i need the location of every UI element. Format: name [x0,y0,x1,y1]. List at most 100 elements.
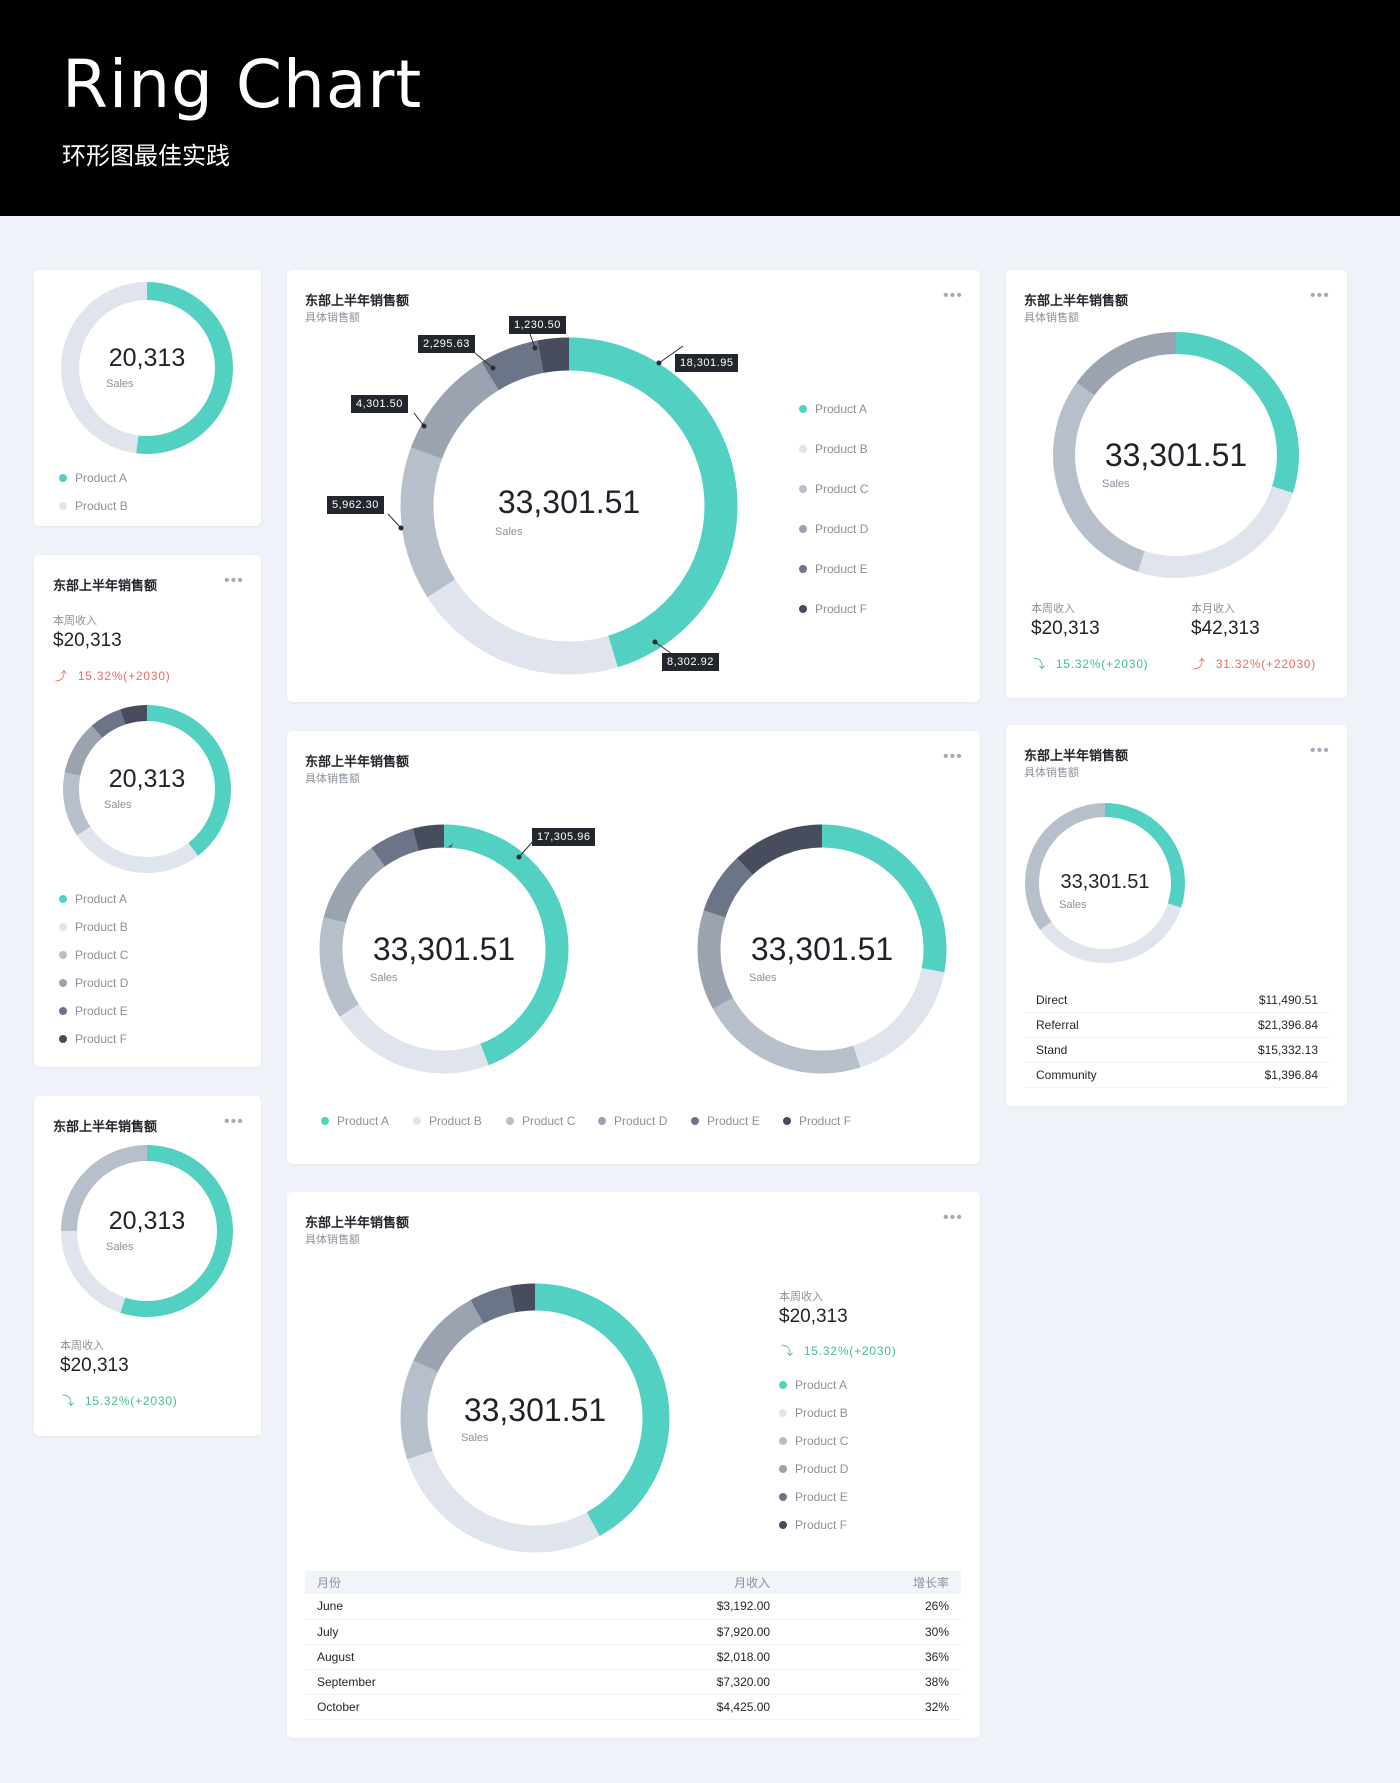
ring-segments [63,705,231,873]
legend-item-product-b[interactable]: Product B [799,442,868,456]
legend-item-product-a[interactable]: Product A [59,471,127,485]
legend-item-product-e[interactable]: Product E [779,1490,848,1504]
card-subtitle: 具体销售额 [305,312,360,324]
callout-leaders [387,333,684,655]
more-icon[interactable]: ••• [224,572,244,589]
card-title: 东部上半年销售额 [305,293,410,308]
legend-item-product-b[interactable]: Product B [59,499,128,513]
card-title: 东部上半年销售额 [1024,293,1129,308]
ring-segment-product-b[interactable] [400,1283,670,1553]
ring-segment-product-c[interactable] [400,1283,670,1553]
more-icon[interactable]: ••• [943,287,963,304]
trend-up-icon: ⤴ [1193,657,1206,671]
legend-item-product-d[interactable]: Product D [799,522,868,536]
legend-item-product-f[interactable]: Product F [779,1518,847,1532]
legend-item-product-c[interactable]: Product C [779,1434,848,1448]
trend-down-icon: ⤵ [62,1394,75,1408]
legend-item-product-c[interactable]: Product C [799,482,868,496]
month-income-label: 本月收入 [1191,603,1235,615]
callout-product-a: 18,301.95 [675,354,739,372]
legend-item-product-c[interactable]: Product C [506,1114,575,1128]
card-title: 东部上半年销售额 [53,578,158,593]
page-header: Ring Chart 环形图最佳实践 [0,0,1400,216]
legend-item-product-d[interactable]: Product D [59,976,128,990]
ring-center-label: Sales [461,1432,489,1444]
legend-item-product-f[interactable]: Product F [799,602,867,616]
ring-segment-product-b[interactable] [63,705,231,873]
ring-card-9: 东部上半年销售额 具体销售额 ••• 33,301.51 Sales Direc… [1006,725,1347,1106]
more-icon[interactable]: ••• [1310,287,1330,304]
ring-card-7: 东部上半年销售额 具体销售额 ••• 33,301.51 Sales 本周收入 … [287,1192,980,1738]
week-income-change: ⤴ 15.32%(+2030) [55,668,171,684]
ring-segment-product-c[interactable] [63,705,231,873]
legend-item-product-f[interactable]: Product F [59,1032,127,1046]
legend-item-product-b[interactable]: Product B [59,920,128,934]
table-row: June $3,192.00 26% [305,1594,961,1620]
legend-item-product-a[interactable]: Product A [59,892,127,906]
ring-segment-product-c[interactable] [697,824,947,1074]
ring-segment-product-c[interactable] [319,824,569,1074]
week-income-change: ⤵ 15.32%(+2030) [1033,656,1149,672]
table-row: October $4,425.00 32% [305,1694,961,1720]
ring-segment-product-b[interactable] [1025,803,1185,963]
monthly-income-table: 月份 月收入 增长率 June $3,192.00 26% July $7,920.0… [305,1571,961,1720]
ring-segment-product-b[interactable] [61,282,233,454]
ring-card-5: 东部上半年销售额 具体销售额 ••• 17,305.96 33,301.51 S… [287,731,980,1164]
ring-center-value: 20,313 [108,1207,186,1235]
ring-segment-product-d[interactable] [1053,332,1299,578]
legend-item-product-c[interactable]: Product C [59,948,128,962]
callout-product-a: 17,305.96 [532,828,596,846]
legend-item-product-e[interactable]: Product E [799,562,868,576]
ring-segment-product-c[interactable] [400,337,738,675]
legend-item-product-a[interactable]: Product A [799,402,867,416]
ring-segment-product-b[interactable] [400,337,738,675]
legend-item-product-a[interactable]: Product A [779,1378,847,1392]
column-header-growth: 增长率 [782,1571,961,1594]
ring-segments [61,1145,233,1317]
ring-segment-product-b[interactable] [1053,332,1299,578]
ring-segment-product-b[interactable] [319,824,569,1074]
table-header-row: 月份 月收入 增长率 [305,1571,961,1594]
ring-segments [400,1283,670,1553]
ring-segment-product-f[interactable] [400,337,738,675]
ring-center-label: Sales [370,972,398,984]
ring-center-value-right: 33,301.51 [750,931,894,967]
ring-segment-product-c[interactable] [1053,332,1299,578]
more-icon[interactable]: ••• [943,1209,963,1226]
more-icon[interactable]: ••• [943,748,963,765]
ring-card-4: 东部上半年销售额 具体销售额 ••• 33,301.51 Sales 18,30… [287,270,980,702]
legend-item-product-e[interactable]: Product E [59,1004,128,1018]
source-row-direct: Direct $11,490.51 [1024,988,1330,1013]
more-icon[interactable]: ••• [1310,742,1330,759]
ring-segment-product-f[interactable] [63,705,231,873]
ring-card-8: 东部上半年销售额 具体销售额 ••• 33,301.51 Sales 本周收入 … [1006,270,1347,698]
more-icon[interactable]: ••• [224,1113,244,1130]
week-income-change: ⤵ 15.32%(+2030) [781,1343,897,1359]
ring-center-value: 20,313 [108,765,186,793]
legend-item-product-e[interactable]: Product E [691,1114,760,1128]
ring-chart-6 [697,824,947,1074]
ring-center-label: Sales [749,972,777,984]
ring-center-value: 33,301.51 [497,484,641,520]
legend-item-product-a[interactable]: Product A [321,1114,389,1128]
ring-segment-product-f[interactable] [400,1283,670,1553]
ring-segment-product-c[interactable] [61,1145,233,1317]
legend-item-product-d[interactable]: Product D [598,1114,667,1128]
ring-chart-3 [61,1145,233,1317]
week-income-label: 本周收入 [53,615,97,627]
legend-item-product-b[interactable]: Product B [413,1114,482,1128]
legend-item-product-b[interactable]: Product B [779,1406,848,1420]
legend-item-product-f[interactable]: Product F [783,1114,851,1128]
week-income-value: $20,313 [779,1306,848,1327]
ring-segment-product-b[interactable] [61,1145,233,1317]
legend-item-product-d[interactable]: Product D [779,1462,848,1476]
card-title: 东部上半年销售额 [305,1215,410,1230]
ring-segments [1053,332,1299,578]
ring-segment-product-d[interactable] [697,824,947,1074]
card-title: 东部上半年销售额 [305,754,410,769]
ring-segment-product-f[interactable] [697,824,947,1074]
ring-center-label: Sales [1102,478,1130,490]
ring-center-value: 33,301.51 [1104,437,1248,473]
ring-segment-product-f[interactable] [319,824,569,1074]
ring-segment-product-c[interactable] [1025,803,1185,963]
